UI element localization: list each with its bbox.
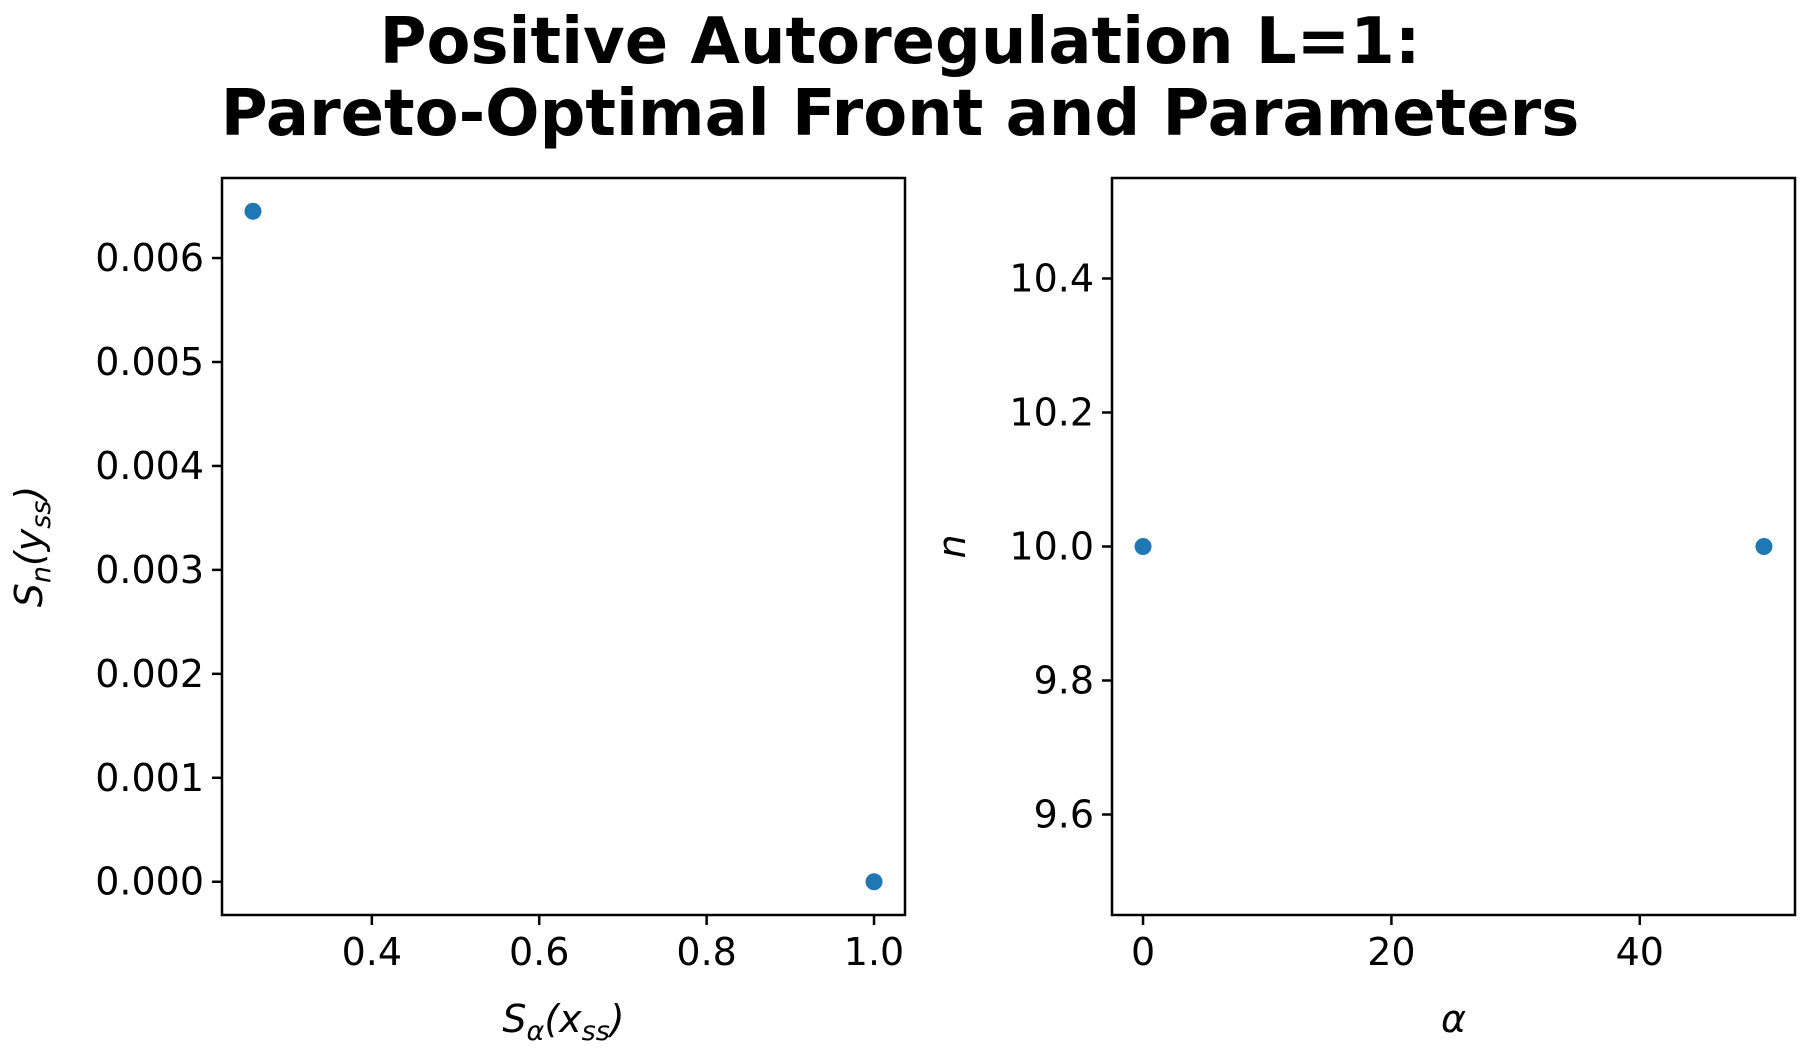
right-y-tick-label: 9.8 [1034,659,1094,703]
left-y-axis-label-part-1: n [26,566,57,583]
left-x-axis-label-part-4: ) [607,997,625,1041]
right-y-axis-label-part-0: n [930,534,974,558]
left-y-axis-label-part-2: (y [7,528,51,566]
left-y-tick-label: 0.004 [95,444,204,488]
right-data-point [1134,538,1152,555]
left-y-axis-label-part-0: S [7,583,51,607]
left-y-tick-label: 0.002 [95,652,204,696]
left-y-tick-label: 0.003 [95,548,204,592]
right-y-tick-label: 9.6 [1034,793,1094,837]
left-y-axis-label-part-3: ss [26,501,57,529]
right-y-tick-label: 10.4 [1009,257,1094,301]
left-y-tick-label: 0.006 [95,236,204,280]
right-y-tick-label: 10.2 [1009,391,1094,435]
left-x-axis-label: Sα(xss) [502,997,624,1047]
left-x-tick-label: 0.8 [676,930,736,974]
right-x-tick-label: 20 [1367,930,1415,974]
right-y-tick-label: 10.0 [1009,525,1094,569]
right-x-tick-label: 40 [1616,930,1664,974]
left-x-axis-label-part-0: S [502,997,526,1041]
left-x-axis-label-part-2: (x [544,997,582,1041]
left-x-tick-label: 1.0 [844,930,904,974]
left-x-axis-label-part-1: α [527,1016,545,1047]
figure-title-line-1: Positive Autoregulation L=1: [379,5,1421,79]
left-x-tick-label: 0.6 [509,930,569,974]
left-panel-pareto-front: 0.4 0.6 0.8 1.0 0.000 0.001 0.002 0.003 0.004 0.0… [7,176,907,1047]
left-y-tick-label: 0.005 [95,340,204,384]
right-data-point [1755,538,1773,555]
right-x-tick-label: 0 [1131,930,1155,974]
right-y-axis-label: n [930,534,974,558]
right-x-axis-label-part-0: α [1441,997,1466,1041]
right-panel-parameters: 0 20 40 9.6 9.8 10.0 10.2 10.4 α n [930,176,1797,1041]
left-x-tick-label: 0.4 [342,930,402,974]
left-y-axis-label: Sn(yss) [7,486,57,608]
right-x-axis-label: α [1441,997,1466,1041]
figure-title: Positive Autoregulation L=1: Pareto-Opti… [0,6,1800,150]
figure-title-line-2: Pareto-Optimal Front and Parameters [220,77,1580,151]
left-y-tick-label: 0.000 [95,860,204,904]
left-x-axis-label-part-3: ss [582,1016,610,1047]
left-data-point [865,873,883,891]
left-data-point [244,202,262,220]
left-y-tick-label: 0.001 [95,756,204,800]
left-y-axis-label-part-4: ) [7,486,51,504]
left-axes-frame [220,176,907,917]
right-axes-frame [1110,176,1797,917]
